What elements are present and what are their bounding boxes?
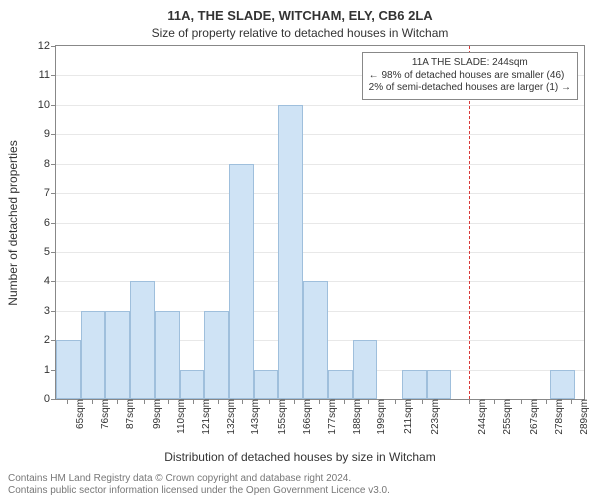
x-tick-label: 121sqm: [193, 399, 212, 435]
y-tick-label: 10: [38, 99, 56, 111]
y-tick-label: 11: [39, 69, 56, 81]
histogram-bar: [105, 311, 130, 399]
histogram-bar: [180, 370, 205, 399]
histogram-bar: [328, 370, 353, 399]
x-tick-label: 65sqm: [67, 399, 86, 429]
x-tick-label: 155sqm: [269, 399, 288, 435]
histogram-bar: [550, 370, 575, 399]
x-tick-label: 132sqm: [218, 399, 237, 435]
histogram-bar: [278, 105, 303, 399]
gridline: [56, 105, 584, 106]
y-tick-label: 8: [44, 158, 56, 170]
annotation-line: 11A THE SLADE: 244sqm: [369, 57, 571, 70]
histogram-bar: [155, 311, 180, 399]
histogram-bar: [254, 370, 279, 399]
figure: 11A, THE SLADE, WITCHAM, ELY, CB6 2LA Si…: [0, 0, 600, 500]
y-tick-label: 1: [44, 364, 56, 376]
gridline: [56, 193, 584, 194]
y-axis-label: Number of detached properties: [6, 58, 20, 223]
y-tick-label: 12: [38, 40, 56, 52]
histogram-bar: [229, 164, 254, 399]
x-tick-label: 223sqm: [422, 399, 441, 435]
plot-area: 012345678910111265sqm76sqm87sqm99sqm110s…: [55, 45, 585, 400]
footer-line-1: Contains HM Land Registry data © Crown c…: [8, 473, 351, 484]
y-tick-label: 6: [44, 217, 56, 229]
y-tick-label: 5: [44, 246, 56, 258]
x-tick-label: 188sqm: [344, 399, 363, 435]
y-tick-label: 2: [44, 334, 56, 346]
footer-line-2: Contains public sector information licen…: [8, 485, 390, 496]
x-tick-label: 267sqm: [521, 399, 540, 435]
x-tick-label: 110sqm: [168, 399, 187, 434]
histogram-bar: [56, 340, 81, 399]
annotation-line: 2% of semi-detached houses are larger (1…: [369, 82, 571, 95]
histogram-bar: [130, 281, 155, 399]
x-tick-label: 76sqm: [92, 399, 111, 429]
x-tick-label: 289sqm: [571, 399, 590, 435]
x-tick-label: 143sqm: [242, 399, 261, 435]
x-tick-label: 87sqm: [117, 399, 136, 429]
y-tick-label: 4: [44, 275, 56, 287]
x-tick-label: 166sqm: [294, 399, 313, 435]
x-tick-label: 244sqm: [469, 399, 488, 435]
histogram-bar: [204, 311, 229, 399]
figure-subtitle: Size of property relative to detached ho…: [0, 26, 600, 40]
y-tick-label: 0: [44, 393, 56, 405]
x-axis-label: Distribution of detached houses by size …: [0, 450, 600, 464]
gridline: [56, 223, 584, 224]
gridline: [56, 252, 584, 253]
gridline: [56, 164, 584, 165]
x-tick-label: 211sqm: [395, 399, 414, 434]
x-tick-label: 255sqm: [494, 399, 513, 435]
histogram-bar: [303, 281, 328, 399]
figure-title: 11A, THE SLADE, WITCHAM, ELY, CB6 2LA: [0, 8, 600, 23]
histogram-bar: [402, 370, 427, 399]
x-tick-label: 177sqm: [319, 399, 338, 435]
y-tick-label: 3: [44, 305, 56, 317]
histogram-bar: [427, 370, 452, 399]
histogram-bar: [353, 340, 378, 399]
annotation-line: ← 98% of detached houses are smaller (46…: [369, 70, 571, 83]
x-tick-label: 99sqm: [144, 399, 163, 429]
x-tick-label: 278sqm: [546, 399, 565, 435]
y-tick-label: 9: [44, 128, 56, 140]
x-tick-label: 199sqm: [368, 399, 387, 435]
gridline: [56, 134, 584, 135]
histogram-bar: [81, 311, 106, 399]
annotation-box: 11A THE SLADE: 244sqm← 98% of detached h…: [362, 52, 578, 100]
y-tick-label: 7: [44, 187, 56, 199]
